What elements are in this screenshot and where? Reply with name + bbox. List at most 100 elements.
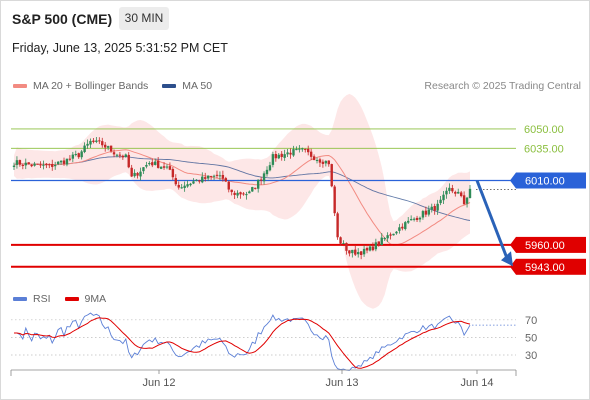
candle-body [236, 192, 239, 196]
candle-body [315, 160, 319, 162]
candle-body [218, 175, 222, 177]
legend-swatch-rsi [13, 297, 27, 301]
candle-body [465, 197, 469, 204]
candle-body [254, 187, 257, 189]
candle-body [407, 220, 410, 223]
x-tick-label-2: Jun 14 [460, 377, 493, 389]
candle-body [427, 209, 431, 215]
candle-body [186, 184, 189, 187]
candle-body [165, 166, 169, 168]
candle-body [248, 191, 251, 194]
candle-body [386, 235, 389, 239]
candle-body [398, 227, 401, 231]
candle-body [468, 188, 472, 198]
candle-body [271, 154, 275, 165]
chart-datetime: Friday, June 13, 2025 5:31:52 PM CET [12, 41, 228, 55]
candle-body [151, 162, 154, 166]
candle-body [336, 213, 339, 238]
candle-body [154, 161, 157, 165]
candle-body [45, 163, 48, 166]
instrument-title: S&P 500 (CME) [12, 11, 113, 27]
candle-body [262, 173, 266, 182]
candle-body [339, 237, 342, 244]
candle-body [454, 191, 457, 194]
candle-body [377, 241, 380, 245]
candle-body [89, 140, 92, 145]
candle-body [345, 242, 348, 251]
candle-body [259, 179, 263, 181]
rsi-tick-label-1: 50 [525, 332, 537, 344]
timeframe-button[interactable]: 30 MIN [119, 7, 169, 30]
candle-body [421, 211, 425, 218]
candle-body [221, 174, 225, 179]
candle-body [368, 246, 372, 251]
candle-body [395, 231, 398, 234]
candle-body [227, 181, 230, 190]
candle-body [83, 145, 86, 153]
candle-body [48, 164, 51, 166]
candle-body [74, 154, 77, 156]
candle-body [392, 233, 395, 236]
candle-body [462, 195, 466, 205]
candle-body [283, 154, 286, 158]
candle-body [251, 187, 254, 192]
candle-body [56, 161, 60, 165]
candle-body [239, 192, 242, 195]
legend-label-ma50: MA 50 [182, 80, 213, 92]
level-tag-3 [516, 236, 586, 253]
x-tick-label-1: Jun 13 [325, 377, 358, 389]
candle-body [383, 238, 386, 240]
candle-body [51, 164, 54, 167]
candle-body [327, 160, 330, 165]
candle-body [242, 193, 245, 195]
level-tag-arrow-3 [510, 236, 516, 253]
candle-body [401, 226, 404, 229]
candle-body [286, 152, 289, 155]
candle-body [183, 185, 186, 189]
candle-body [133, 172, 136, 177]
candle-body [348, 250, 351, 254]
level-label-0: 6050.00 [524, 124, 564, 136]
candle-body [104, 144, 107, 148]
rsi-line [14, 312, 471, 371]
level-label-2: 6010.00 [525, 176, 565, 188]
candle-body [198, 180, 201, 182]
research-credit: Research © 2025 Trading Central [424, 80, 581, 92]
forecast-arrow-shaft [475, 179, 509, 259]
candle-body [156, 160, 160, 168]
candle-body [424, 210, 428, 215]
candle-body [112, 152, 116, 155]
candle-body [201, 176, 204, 183]
legend-swatch-ma50 [162, 84, 177, 88]
bollinger-band-area [14, 93, 470, 309]
candle-body [451, 188, 454, 192]
candle-body [42, 164, 45, 166]
candle-body [142, 167, 145, 172]
candle-body [18, 160, 22, 165]
candle-body [371, 246, 375, 251]
candle-body [418, 217, 422, 220]
candle-body [106, 146, 110, 148]
candle-body [268, 165, 272, 171]
candle-body [215, 174, 219, 176]
candle-body [442, 194, 445, 201]
candle-body [365, 247, 369, 251]
candle-body [318, 159, 322, 163]
candle-body [189, 183, 192, 186]
candle-body [36, 163, 39, 165]
candle-body [306, 148, 310, 153]
candle-body [256, 179, 260, 189]
main-legend: MA 20 + Bollinger Bands MA 50 [13, 80, 212, 92]
candle-body [433, 206, 436, 211]
candle-body [27, 162, 30, 165]
candle-body [30, 164, 33, 167]
candle-body [177, 184, 180, 188]
level-label-1: 6035.00 [524, 143, 564, 155]
candle-body [445, 190, 448, 195]
candle-body [436, 203, 439, 211]
candle-body [101, 141, 104, 146]
candle-body [324, 160, 328, 164]
candle-body [298, 148, 301, 150]
candle-body [39, 164, 42, 166]
